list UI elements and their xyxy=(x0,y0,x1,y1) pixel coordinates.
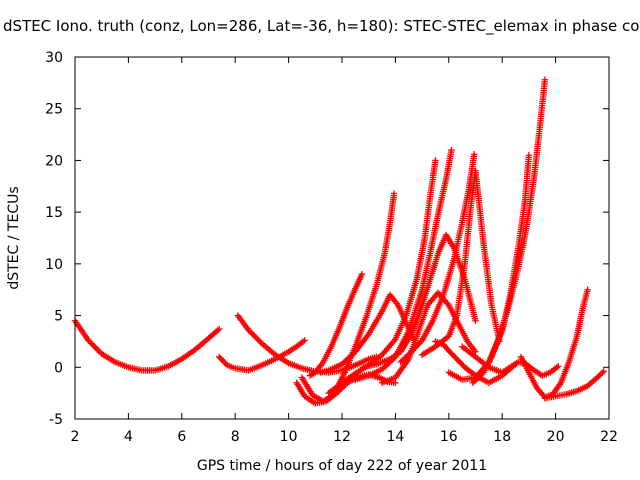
plus-marker xyxy=(215,325,223,333)
data-series xyxy=(397,151,478,366)
plus-marker xyxy=(257,338,264,346)
plus-marker xyxy=(89,341,96,349)
plus-marker xyxy=(541,76,549,83)
plus-marker xyxy=(301,337,308,344)
plus-marker xyxy=(92,344,99,352)
y-tick-label: -5 xyxy=(49,412,63,428)
plus-marker xyxy=(91,343,98,350)
x-tick-label: 22 xyxy=(600,429,618,445)
x-axis-label: GPS time / hours of day 222 of year 2011 xyxy=(197,458,487,474)
plus-marker xyxy=(251,332,258,340)
x-tick-label: 10 xyxy=(280,429,298,445)
plus-marker xyxy=(432,157,439,164)
plus-marker xyxy=(95,347,102,355)
plus-marker xyxy=(470,151,478,158)
y-tick-label: 5 xyxy=(54,309,63,325)
data-series xyxy=(306,271,366,379)
data-series xyxy=(215,337,308,374)
plus-marker xyxy=(390,190,398,197)
plus-marker xyxy=(358,271,366,278)
y-tick-label: 0 xyxy=(54,360,63,376)
y-tick-label: 25 xyxy=(45,102,63,118)
data-series xyxy=(360,231,479,371)
x-tick-label: 4 xyxy=(124,429,133,445)
plus-marker xyxy=(254,335,261,343)
plot-frame xyxy=(74,56,610,420)
plus-marker xyxy=(555,363,562,370)
plus-marker xyxy=(448,146,455,154)
y-tick-label: 30 xyxy=(45,50,63,66)
y-tick-label: 10 xyxy=(45,257,63,273)
plus-marker xyxy=(417,338,424,346)
plus-marker xyxy=(255,337,263,344)
plus-marker xyxy=(252,334,260,341)
chart-title: dSTEC Iono. truth (conz, Lon=286, Lat=-3… xyxy=(3,17,640,36)
data-marks xyxy=(71,76,607,407)
ticks: 2 4 6 8 10 12 14 16 18 20 22 -5 0 5 10 15 20 25 30 xyxy=(45,50,618,445)
data-series xyxy=(541,368,607,402)
x-tick-label: 18 xyxy=(493,429,511,445)
y-tick-label: 20 xyxy=(45,153,63,169)
x-tick-label: 2 xyxy=(71,429,80,445)
plus-marker xyxy=(584,286,591,293)
plus-marker xyxy=(88,340,95,347)
data-series xyxy=(325,157,439,397)
data-series xyxy=(234,312,380,376)
x-tick-label: 16 xyxy=(440,429,458,445)
y-tick-label: 15 xyxy=(45,205,63,221)
x-tick-label: 14 xyxy=(386,429,404,445)
plus-marker xyxy=(249,331,257,338)
data-series xyxy=(418,167,503,359)
plus-marker xyxy=(94,346,101,353)
x-tick-label: 20 xyxy=(547,429,565,445)
plus-marker xyxy=(599,369,606,376)
data-series xyxy=(517,286,591,401)
x-tick-label: 12 xyxy=(333,429,351,445)
x-tick-label: 8 xyxy=(231,429,240,445)
y-axis-label: dSTEC / TECUs xyxy=(6,186,22,289)
x-tick-label: 6 xyxy=(177,429,186,445)
plus-marker xyxy=(222,360,230,368)
plus-marker xyxy=(248,329,255,337)
plus-marker xyxy=(525,152,533,159)
plus-marker xyxy=(600,368,607,375)
data-series xyxy=(71,317,223,374)
plus-marker xyxy=(472,317,479,324)
